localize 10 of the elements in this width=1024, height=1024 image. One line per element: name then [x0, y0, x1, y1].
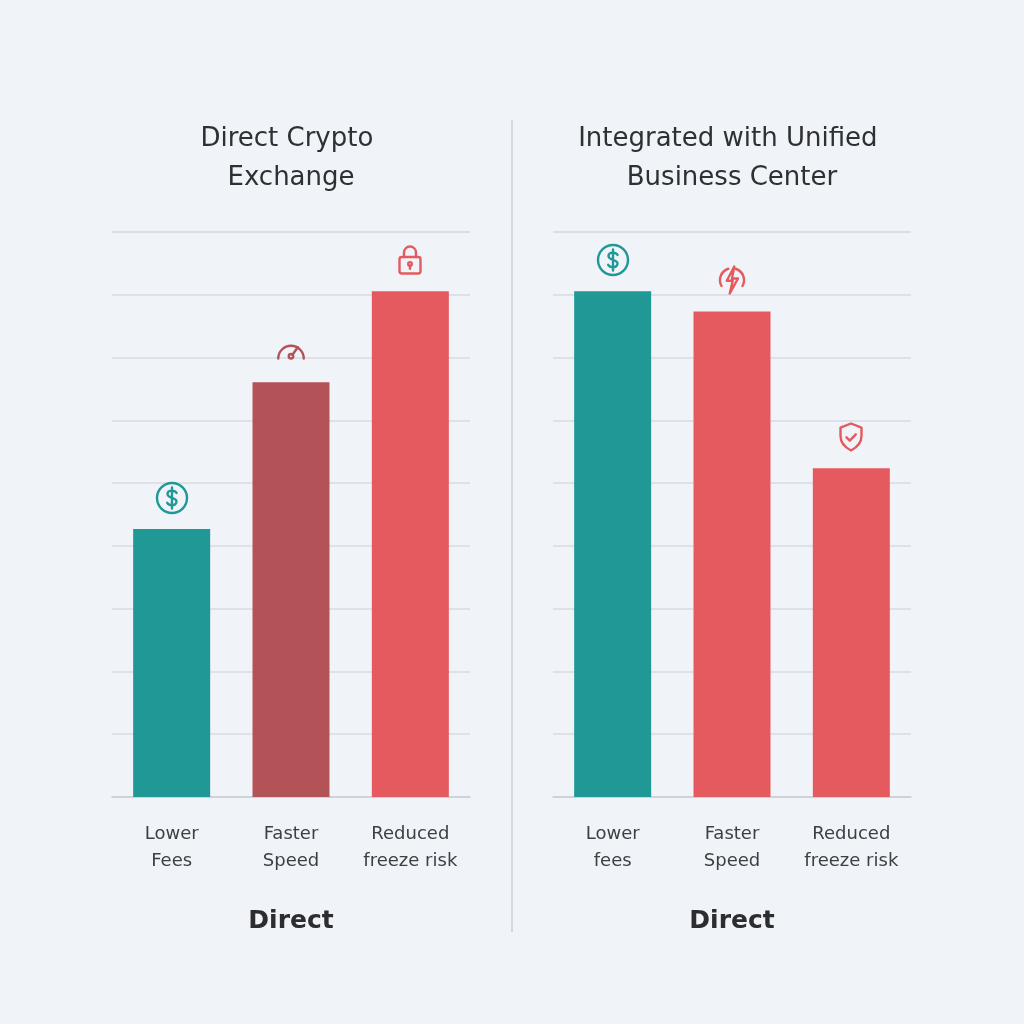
chart-title: Direct Crypto Exchange	[200, 121, 382, 191]
x-tick-label: Lower fees	[585, 822, 641, 870]
x-tick-label: Reduced freeze risk	[804, 822, 899, 870]
x-tick-label: Faster Speed	[703, 822, 761, 870]
x-axis-title: Direct	[689, 905, 775, 934]
x-axis-title: Direct	[248, 905, 334, 934]
chart-title: Integrated with Unified Business Center	[578, 121, 886, 191]
x-tick-label: Reduced freeze risk	[363, 822, 458, 870]
x-tick-label: Lower Fees	[144, 822, 200, 870]
x-tick-label: Faster Speed	[262, 822, 320, 870]
